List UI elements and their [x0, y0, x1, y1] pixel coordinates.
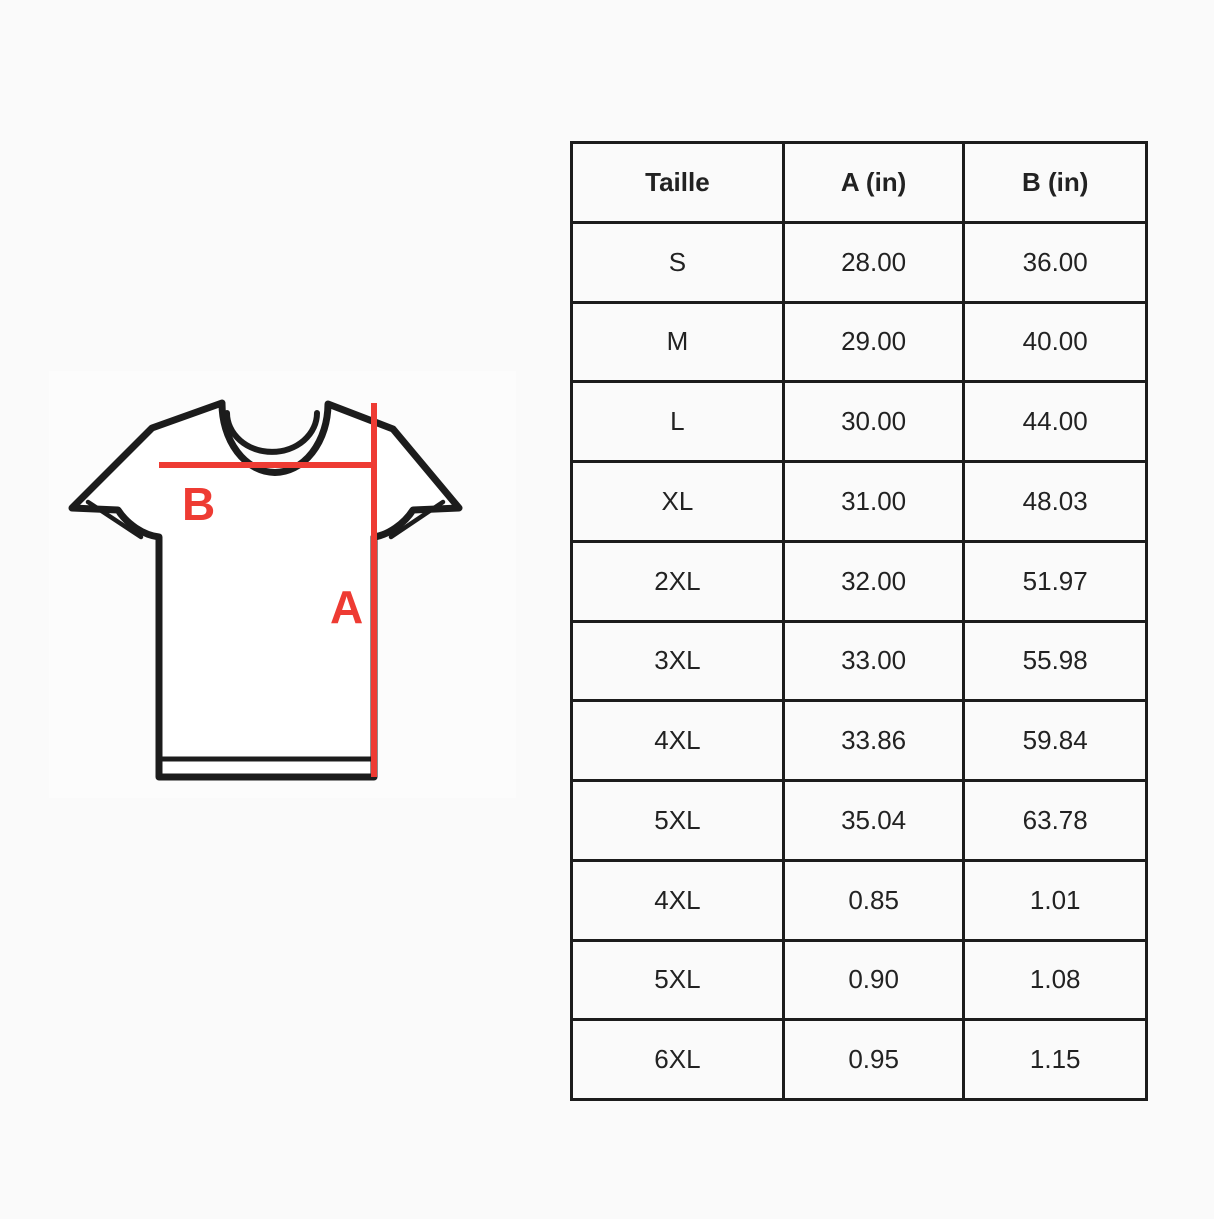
svg-text:A: A [330, 581, 363, 633]
svg-text:B: B [182, 478, 215, 530]
